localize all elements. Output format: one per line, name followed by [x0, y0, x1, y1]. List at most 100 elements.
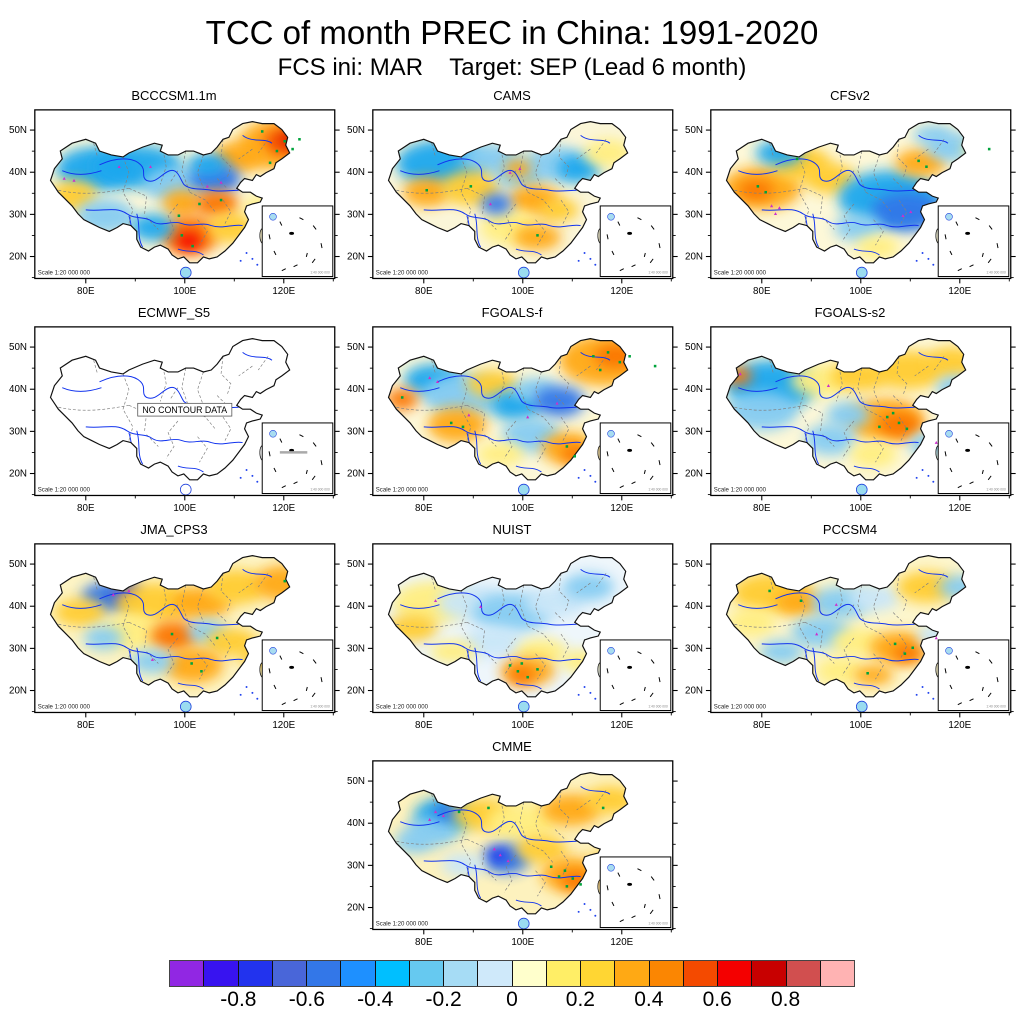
colorbar-tick-label: 0.6 — [702, 988, 732, 1011]
lat-tick-label: 30N — [347, 860, 365, 871]
lat-tick-label: 50N — [9, 342, 27, 353]
map-scale-label: Scale 1:20 000 000 — [376, 705, 429, 711]
lat-tick-label: 40N — [685, 384, 703, 395]
lat-tick-label: 20N — [347, 251, 365, 262]
panel-CMME: CMME 50N 40N 30N 20N 80E 100E 120E 1:40 000 000 S… — [343, 739, 681, 956]
colorbar-cell — [204, 961, 239, 986]
panel-FGOALS-f: FGOALS-f 50N 40N 30N 20N 80E 100E 120E 1:40 000 … — [343, 305, 681, 522]
hainan-outline — [855, 266, 868, 279]
lon-tick-label: 120E — [610, 503, 633, 514]
hainan-outline — [517, 917, 530, 930]
map-scale-label: Scale 1:20 000 000 — [714, 271, 767, 277]
hainan-outline — [517, 266, 530, 279]
lon-tick-label: 120E — [610, 720, 633, 731]
inset-island — [607, 212, 615, 221]
rivers — [400, 568, 611, 690]
map-scale-label: Scale 1:20 000 000 — [38, 271, 91, 277]
coast-islets — [239, 686, 259, 700]
panel-CAMS: CAMS 50N 40N 30N 20N 80E 100E 120E 1:40 000 000 S… — [343, 88, 681, 305]
lat-tick-label: 20N — [9, 468, 27, 479]
lat-tick-label: 20N — [347, 468, 365, 479]
lon-tick-label: 120E — [272, 720, 295, 731]
panel-map: 50N 40N 30N 20N 80E 100E 120E 1:40 000 000 Scale… — [681, 104, 1019, 302]
inset-island — [269, 429, 277, 438]
magenta-significance-markers — [62, 165, 223, 188]
lon-tick-label: 100E — [173, 286, 196, 297]
colorbar-cell — [615, 961, 650, 986]
panel-map: 50N 40N 30N 20N 80E 100E 120E 1:40 000 000 Scale… — [343, 538, 681, 736]
colorbar-cell — [786, 961, 821, 986]
panel-BCCCSM1.1m: BCCCSM1.1m 50N 40N 30N 20N 80E 100E 120E 1:40 00… — [5, 88, 343, 305]
lat-tick-label: 30N — [9, 426, 27, 437]
lat-tick-label: 40N — [347, 601, 365, 612]
map-svg: 50N 40N 30N 20N 80E 100E 120E 1:40 000 000 Scale… — [347, 543, 678, 731]
lon-tick-label: 80E — [415, 286, 433, 297]
panel-map: 50N 40N 30N 20N 80E 100E 120E 1:40 000 000 Scale… — [681, 538, 1019, 736]
lon-tick-label: 80E — [753, 720, 771, 731]
lat-tick-label: 50N — [685, 559, 703, 570]
green-significance-markers — [756, 147, 991, 194]
lat-tick-label: 40N — [685, 167, 703, 178]
lat-tick-label: 20N — [347, 685, 365, 696]
inset-scale-label: 1:40 000 000 — [310, 705, 330, 709]
coast-islets — [577, 469, 597, 483]
no-data-label: NO CONTOUR DATA — [137, 402, 233, 417]
scs-inset: 1:40 000 000 — [599, 639, 672, 712]
lon-tick-label: 80E — [415, 503, 433, 514]
lon-tick-label: 120E — [948, 503, 971, 514]
svg-text:NO CONTOUR DATA: NO CONTOUR DATA — [142, 405, 227, 415]
map-svg: 50N 40N 30N 20N 80E 100E 120E 1:40 000 000 Scale… — [685, 543, 1016, 731]
lat-tick-label: 50N — [347, 776, 365, 787]
colorbar-cell — [375, 961, 410, 986]
figure-title: TCC of month PREC in China: 1991-2020 — [205, 14, 819, 51]
lon-tick-label: 120E — [272, 286, 295, 297]
map-scale-label: Scale 1:20 000 000 — [714, 705, 767, 711]
panel-title: CFSv2 — [830, 88, 870, 103]
province-borders — [58, 139, 269, 246]
map-svg: 50N 40N 30N 20N 80E 100E 120E 1:40 000 000 Scale… — [685, 326, 1016, 514]
lat-tick-label: 40N — [9, 384, 27, 395]
lon-tick-label: 80E — [77, 503, 95, 514]
inset-scale-label: 1:40 000 000 — [648, 705, 668, 709]
lon-tick-label: 100E — [511, 286, 534, 297]
map-svg: 50N 40N 30N 20N 80E 100E 120E 1:40 000 000 Scale… — [9, 543, 340, 731]
province-borders — [734, 356, 945, 463]
panel-map: 50N 40N 30N 20N 80E 100E 120E 1:40 000 000 Scale… — [681, 321, 1019, 519]
map-svg: 50N 40N 30N 20N 80E 100E 120E 1:40 000 000 Scale… — [9, 326, 340, 514]
map-svg: 50N 40N 30N 20N 80E 100E 120E 1:40 000 000 Scale… — [347, 760, 678, 948]
inset-island — [269, 212, 277, 221]
panel-map: 50N 40N 30N 20N 80E 100E 120E 1:40 000 000 Scale… — [343, 755, 681, 953]
china-outline — [725, 121, 967, 264]
lat-tick-label: 40N — [347, 384, 365, 395]
colorbar: -0.8 -0.6 -0.4 -0.2 0 0.2 0.4 0.6 0.8 — [0, 960, 1024, 1016]
scs-inset: 1:40 000 000 — [261, 639, 334, 712]
inset-scale-label: 1:40 000 000 — [986, 705, 1006, 709]
green-significance-markers — [768, 589, 915, 675]
map-scale-label: Scale 1:20 000 000 — [38, 488, 91, 494]
green-significance-markers — [508, 662, 539, 679]
panel-title: JMA_CPS3 — [140, 522, 208, 537]
lon-tick-label: 120E — [948, 286, 971, 297]
green-significance-markers — [878, 411, 909, 431]
magenta-significance-markers — [770, 204, 913, 218]
colorbar-cell — [752, 961, 787, 986]
inset-scale-label: 1:40 000 000 — [648, 271, 668, 275]
panel-ECMWF_S5: ECMWF_S5 50N 40N 30N 20N 80E 100E 120E 1:40 000 … — [5, 305, 343, 522]
hainan-outline — [855, 483, 868, 496]
china-outline — [49, 121, 291, 264]
lon-tick-label: 120E — [272, 503, 295, 514]
colorbar-cell — [272, 961, 307, 986]
lat-tick-label: 30N — [347, 209, 365, 220]
lat-tick-label: 20N — [685, 251, 703, 262]
scs-inset: 1:40 000 000 — [599, 205, 672, 278]
china-outline — [49, 338, 291, 481]
lat-tick-label: 20N — [9, 685, 27, 696]
lon-tick-label: 80E — [415, 937, 433, 948]
lon-tick-label: 100E — [849, 286, 872, 297]
lat-tick-label: 50N — [347, 342, 365, 353]
colorbar-cell — [718, 961, 753, 986]
panel-grid: BCCCSM1.1m 50N 40N 30N 20N 80E 100E 120E 1:40 00… — [0, 88, 1024, 956]
lat-tick-label: 30N — [685, 643, 703, 654]
inset-island — [945, 429, 953, 438]
lat-tick-label: 30N — [347, 426, 365, 437]
